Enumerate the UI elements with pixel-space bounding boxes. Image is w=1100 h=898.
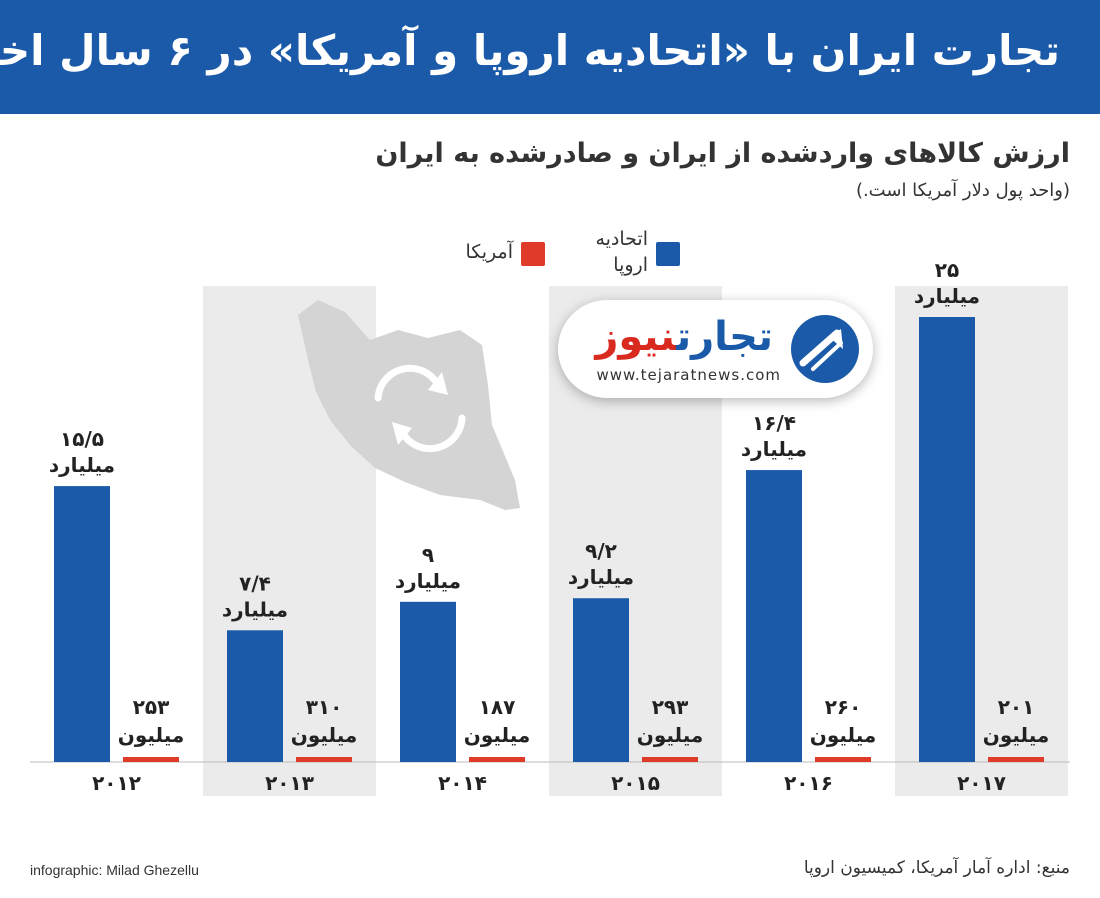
source-note: منبع: اداره آمار آمریکا، کمیسیون اروپا [803, 858, 1070, 878]
logo-url: www.tejaratnews.com [596, 366, 781, 384]
data-label-us-value: ۲۰۱ [998, 695, 1035, 719]
data-label-eu-unit: میلیارد [914, 284, 980, 308]
legend-label-eu: اتحادیه اروپا [595, 228, 648, 276]
bar-eu [746, 470, 802, 762]
bar-eu [54, 486, 110, 762]
legend: اتحادیه اروپا آمریکا [450, 226, 680, 286]
data-label-us-value: ۳۱۰ [306, 695, 343, 719]
data-label-us-unit: میلیون [637, 723, 703, 747]
data-label-eu-value: ۱۵/۵ [60, 427, 104, 451]
x-tick-label: ۲۰۱۶ [784, 771, 833, 795]
data-label-eu-value: ۷/۴ [239, 571, 271, 595]
data-label-us-value: ۲۵۳ [133, 695, 170, 719]
data-label-us-unit: میلیون [464, 723, 530, 747]
bar-us [123, 757, 179, 762]
data-label-us-unit: میلیون [983, 723, 1049, 747]
bar-eu [400, 601, 456, 762]
data-label-eu-value: ۹/۲ [585, 539, 617, 563]
bar-us [988, 757, 1044, 762]
logo-name-blue: تجارت [676, 314, 773, 360]
brand-logo: تجارتنیوز www.tejaratnews.com [558, 300, 873, 398]
data-label-eu-unit: میلیارد [741, 437, 807, 461]
x-tick-label: ۲۰۱۳ [265, 771, 314, 795]
bar-us [469, 757, 525, 762]
x-tick-label: ۲۰۱۷ [957, 771, 1006, 795]
legend-label-us: آمریکا [465, 241, 513, 263]
header-banner: تجارت ایران با «اتحادیه اروپا و آمریکا» … [0, 0, 1100, 114]
data-label-us-value: ۲۹۳ [652, 695, 689, 719]
logo-wordmark: تجارتنیوز [595, 314, 773, 360]
page-title: تجارت ایران با «اتحادیه اروپا و آمریکا» … [0, 26, 1060, 75]
legend-swatch-eu [656, 242, 680, 266]
legend-swatch-us [521, 242, 545, 266]
x-tick-label: ۲۰۱۴ [438, 771, 487, 795]
bar-us [296, 757, 352, 762]
chart-subtitle: ارزش کالاهای واردشده از ایران و صادرشده … [375, 138, 1070, 169]
bar-eu [573, 598, 629, 762]
data-label-eu-unit: میلیارد [395, 569, 461, 593]
x-tick-label: ۲۰۱۵ [611, 771, 660, 795]
data-label-eu-unit: میلیارد [568, 565, 634, 589]
bar-eu [919, 317, 975, 762]
iran-map-icon [298, 300, 520, 510]
data-label-eu-value: ۲۵ [935, 258, 959, 282]
unit-note: (واحد پول دلار آمریکا است.) [855, 180, 1070, 201]
data-label-eu-value: ۹ [422, 543, 434, 567]
data-label-us-value: ۱۸۷ [479, 695, 516, 719]
data-label-eu-unit: میلیارد [49, 453, 115, 477]
data-label-us-unit: میلیون [810, 723, 876, 747]
data-label-us-unit: میلیون [118, 723, 184, 747]
bar-eu [227, 630, 283, 762]
bar-us [815, 757, 871, 762]
data-label-eu-value: ۱۶/۴ [752, 411, 796, 435]
logo-mark-icon [791, 315, 859, 383]
data-label-eu-unit: میلیارد [222, 597, 288, 621]
x-tick-label: ۲۰۱۲ [92, 771, 141, 795]
bar-marks: ۱۵/۵میلیارد۲۵۳میلیون۲۰۱۲۷/۴میلیارد۳۱۰میل… [49, 258, 1049, 795]
bar-us [642, 757, 698, 762]
data-label-us-unit: میلیون [291, 723, 357, 747]
logo-name-red: نیوز [595, 314, 677, 360]
data-label-us-value: ۲۶۰ [825, 695, 862, 719]
infographic-credit: infographic: Milad Ghezellu [30, 862, 199, 878]
